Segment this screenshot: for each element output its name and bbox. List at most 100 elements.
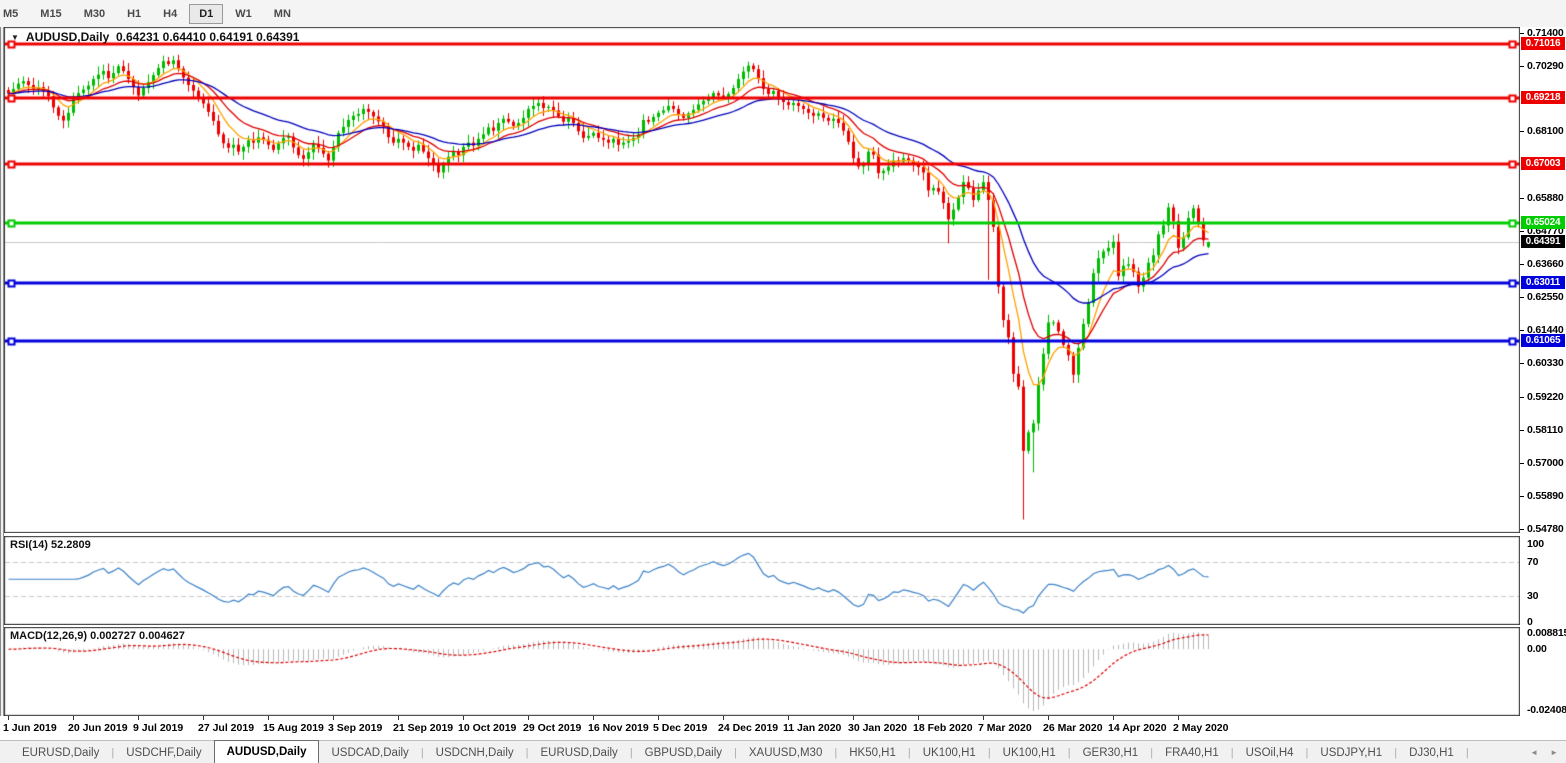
timeframe-button-W1[interactable]: W1 bbox=[235, 7, 252, 20]
tab-separator: | bbox=[734, 746, 737, 759]
chart-tab-USOil-H4[interactable]: USOil,H4 bbox=[1245, 746, 1294, 759]
axis-tick-mark bbox=[1520, 297, 1524, 299]
timeframe-button-M5[interactable]: M5 bbox=[3, 7, 19, 20]
macd-label: MACD(12,26,9) 0.002727 0.004627 bbox=[10, 630, 185, 642]
date-tick-mark bbox=[853, 716, 854, 720]
date-label: 29 Oct 2019 bbox=[523, 722, 582, 734]
date-tick-mark bbox=[788, 716, 789, 720]
date-tick-mark bbox=[268, 716, 269, 720]
chart-tab-USDCNH-Daily[interactable]: USDCNH,Daily bbox=[435, 746, 514, 759]
price-tick-label: 0.61440 bbox=[1527, 324, 1564, 337]
tab-separator: | bbox=[834, 746, 838, 759]
date-label: 2 May 2020 bbox=[1173, 722, 1229, 734]
rsi-indicator-canvas[interactable] bbox=[4, 536, 1520, 625]
date-tick-mark bbox=[333, 716, 334, 720]
price-tick-label: 0.60330 bbox=[1527, 357, 1564, 370]
date-tick-mark bbox=[918, 716, 919, 720]
tab-separator: | bbox=[907, 746, 911, 759]
date-label: 14 Apr 2020 bbox=[1108, 722, 1167, 734]
chart-tab-FRA40-H1[interactable]: FRA40,H1 bbox=[1165, 746, 1219, 759]
date-tick-mark bbox=[983, 716, 984, 720]
window-frame-edge bbox=[0, 27, 4, 740]
price-tick-label: 0.58110 bbox=[1527, 423, 1563, 436]
tab-separator: | bbox=[1230, 746, 1234, 759]
rsi-axis-label: 0 bbox=[1527, 616, 1533, 628]
axis-tick-mark bbox=[1520, 363, 1524, 365]
macd-indicator-canvas[interactable] bbox=[4, 627, 1520, 716]
timeframe-button-M15[interactable]: M15 bbox=[40, 7, 62, 20]
chart-tab-EURUSD-Daily[interactable]: EURUSD,Daily bbox=[540, 746, 618, 759]
date-label: 18 Feb 2020 bbox=[913, 722, 973, 734]
price-tick-label: 0.54780 bbox=[1527, 523, 1564, 536]
tab-separator: | bbox=[111, 746, 115, 759]
tab-scroll-arrows: ◄ ► bbox=[1530, 741, 1558, 763]
date-tick-mark bbox=[398, 716, 399, 720]
axis-tick-mark bbox=[1520, 197, 1524, 199]
tab-separator: | bbox=[1150, 746, 1154, 759]
date-tick-mark bbox=[73, 716, 74, 720]
hline-price-label: 0.71016 bbox=[1521, 37, 1565, 51]
tab-separator: | bbox=[525, 746, 529, 759]
date-tick-mark bbox=[138, 716, 139, 720]
chart-tab-UK100-H1[interactable]: UK100,H1 bbox=[1002, 746, 1056, 759]
date-tick-mark bbox=[658, 716, 659, 720]
hline-price-label: 0.61065 bbox=[1521, 334, 1565, 348]
chart-tab-bar: EURUSD,Daily | USDCHF,Daily AUDUSD,Daily USD… bbox=[0, 739, 1566, 763]
hline-price-label: 0.69218 bbox=[1521, 90, 1565, 104]
chart-tab-HK50-H1[interactable]: HK50,H1 bbox=[849, 746, 896, 759]
price-tick-label: 0.55890 bbox=[1527, 489, 1564, 502]
timeframe-button-D1[interactable]: D1 bbox=[189, 3, 224, 24]
date-label: 24 Dec 2019 bbox=[718, 722, 779, 734]
axis-tick-mark bbox=[1520, 32, 1524, 34]
date-label: 9 Jul 2019 bbox=[133, 722, 184, 734]
chart-tab-USDCHF-Daily[interactable]: USDCHF,Daily bbox=[126, 746, 202, 759]
axis-tick-mark bbox=[1520, 429, 1524, 431]
date-tick-mark bbox=[1048, 716, 1049, 720]
chart-tab-UK100-H1[interactable]: UK100,H1 bbox=[922, 746, 976, 759]
chart-title-text: AUDUSD,Daily 0.64231 0.64410 0.64191 0.6… bbox=[25, 30, 300, 44]
date-axis: 1 Jun 2019 20 Jun 2019 9 Jul 2019 27 Jul 20… bbox=[0, 716, 1566, 740]
date-label: 5 Dec 2019 bbox=[653, 722, 708, 734]
axis-tick-mark bbox=[1520, 263, 1524, 265]
timeframe-button-M30[interactable]: M30 bbox=[83, 7, 106, 20]
date-label: 11 Jan 2020 bbox=[783, 722, 842, 734]
chart-tab-XAUUSD-M30[interactable]: XAUUSD,M30 bbox=[748, 746, 823, 759]
date-label: 30 Jan 2020 bbox=[848, 722, 907, 734]
macd-axis-label: -0.024082 bbox=[1527, 704, 1566, 716]
date-label: 1 Jun 2019 bbox=[3, 722, 57, 734]
chart-title: ▼ AUDUSD,Daily 0.64231 0.64410 0.64191 0.… bbox=[11, 30, 299, 44]
date-tick-mark bbox=[723, 716, 724, 720]
axis-tick-mark bbox=[1520, 495, 1524, 497]
tabs-scroll-left-icon[interactable]: ◄ bbox=[1530, 748, 1539, 757]
chart-dropdown-icon[interactable]: ▼ bbox=[11, 33, 19, 42]
tab-separator: | bbox=[1394, 746, 1398, 759]
price-axis: 0.71400 0.70290 0.68100 0.65880 0.64770 0.636… bbox=[1520, 27, 1566, 716]
chart-tab-USDJPY-H1[interactable]: USDJPY,H1 bbox=[1320, 746, 1383, 759]
chart-tab-EURUSD-Daily[interactable]: EURUSD,Daily bbox=[22, 746, 100, 759]
rsi-axis-label: 70 bbox=[1527, 556, 1539, 569]
chart-tab-GER30-H1[interactable]: GER30,H1 bbox=[1082, 746, 1139, 759]
timeframe-button-H1[interactable]: H1 bbox=[127, 7, 142, 20]
chart-tab-AUDUSD-Daily[interactable]: AUDUSD,Daily bbox=[213, 739, 320, 763]
date-label: 27 Jul 2019 bbox=[198, 722, 255, 734]
axis-tick-mark bbox=[1520, 131, 1524, 133]
tab-separator: | bbox=[1305, 746, 1309, 759]
timeframe-button-MN[interactable]: MN bbox=[273, 7, 291, 20]
chart-tab-USDCAD-Daily[interactable]: USDCAD,Daily bbox=[331, 746, 409, 759]
chart-tab-GBPUSD-Daily[interactable]: GBPUSD,Daily bbox=[644, 746, 722, 759]
price-tick-label: 0.70290 bbox=[1527, 59, 1564, 72]
tabs-scroll-right-icon[interactable]: ► bbox=[1550, 748, 1558, 757]
bid-price-label: 0.64391 bbox=[1521, 235, 1565, 249]
main-chart-canvas[interactable] bbox=[4, 27, 1520, 533]
chart-tab-DJ30-H1[interactable]: DJ30,H1 bbox=[1409, 746, 1454, 759]
price-tick-label: 0.63660 bbox=[1527, 257, 1564, 270]
price-tick-label: 0.57000 bbox=[1527, 456, 1564, 469]
price-tick-label: 0.65880 bbox=[1527, 191, 1564, 204]
timeframe-button-H4[interactable]: H4 bbox=[163, 7, 178, 20]
date-label: 15 Aug 2019 bbox=[263, 722, 324, 734]
price-tick-label: 0.68100 bbox=[1527, 125, 1564, 138]
macd-axis-label: 0.00 bbox=[1527, 643, 1547, 656]
price-tick-label: 0.59220 bbox=[1527, 390, 1564, 403]
axis-tick-mark bbox=[1520, 330, 1524, 332]
